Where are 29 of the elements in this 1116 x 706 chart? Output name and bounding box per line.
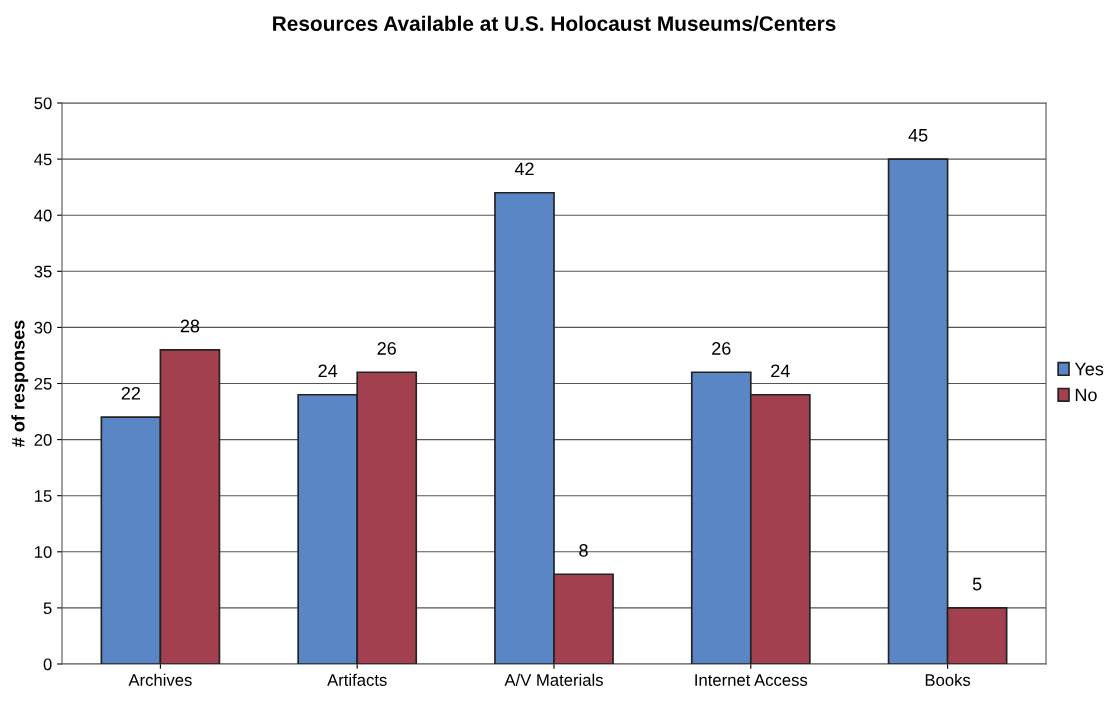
chart-title: Resources Available at U.S. Holocaust Museums/Centers: [273, 15, 836, 32]
y-tick-label: 45: [34, 153, 52, 166]
y-tick-label: 20: [34, 434, 52, 446]
y-tick-label: 5: [43, 602, 52, 615]
legend-label: Yes: [1074, 362, 1104, 376]
x-tick-label: Internet Access: [695, 674, 808, 686]
y-tick-label: 10: [35, 546, 52, 558]
x-tick-label: Archives: [128, 673, 192, 686]
data-label: 45: [908, 129, 928, 142]
y-tick-label: 15: [35, 490, 52, 502]
y-tick-label: 40: [34, 209, 52, 222]
data-label: 26: [712, 342, 731, 355]
x-tick-label: Artifacts: [327, 673, 387, 686]
y-tick-label: 25: [34, 377, 52, 390]
data-label: 22: [121, 386, 141, 400]
x-tick-label: A/V Materials: [504, 673, 603, 686]
y-tick-label: 0: [43, 658, 52, 671]
y-tick-label: 35: [34, 265, 52, 278]
data-label: 26: [377, 342, 396, 355]
data-label: 8: [579, 544, 588, 557]
legend-label: No: [1075, 388, 1097, 402]
data-label: 24: [318, 364, 338, 378]
y-tick-label: 50: [34, 97, 52, 110]
data-label: 24: [771, 364, 790, 378]
y-tick-label: 30: [34, 321, 52, 334]
y-axis-title: # of responses: [11, 320, 29, 447]
x-tick-label: Books: [925, 673, 971, 686]
data-label: 42: [514, 162, 534, 176]
data-label: 5: [972, 577, 982, 591]
